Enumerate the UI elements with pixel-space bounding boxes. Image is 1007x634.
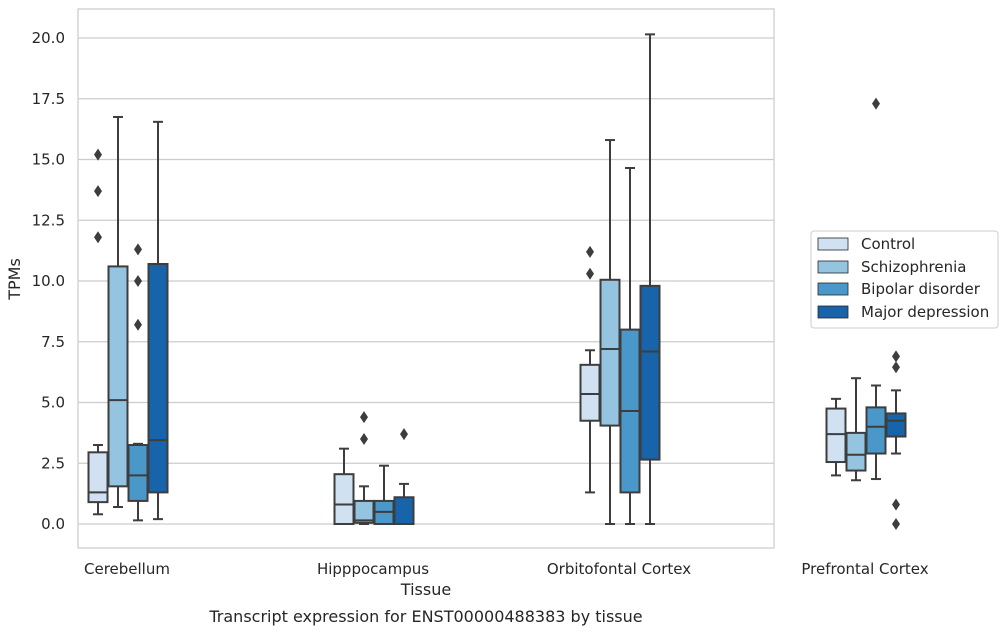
box <box>825 407 847 464</box>
legend-swatch-bipolar-disorder <box>817 282 849 296</box>
outlier-point <box>134 243 142 256</box>
x-tick-label: Hipppocampus <box>317 560 429 578</box>
box-group <box>333 447 355 525</box>
box <box>599 278 621 427</box>
box <box>147 262 169 494</box>
outlier-point <box>134 318 142 331</box>
outlier-point <box>360 432 368 445</box>
plot-area <box>77 8 775 549</box>
outlier-point <box>94 148 102 161</box>
y-tick-label: 17.5 <box>32 90 65 108</box>
x-tick-label: Cerebellum <box>84 560 170 578</box>
y-tick-label: 15.0 <box>32 151 65 169</box>
outlier-point <box>94 231 102 244</box>
box-group <box>639 33 661 525</box>
outlier-point <box>134 275 142 287</box>
legend-label-schizophrenia: Schizophrenia <box>861 258 966 276</box>
x-axis-ticks: Cerebellum Hipppocampus Orbitofontal Corte… <box>84 560 929 578</box>
box <box>885 412 907 438</box>
box-group <box>373 464 395 526</box>
legend: Control Schizophrenia Bipolar disorder M… <box>810 230 999 329</box>
box <box>393 496 415 525</box>
legend-label-major-depression: Major depression <box>861 303 989 321</box>
box-group <box>619 167 641 525</box>
box <box>639 284 661 461</box>
y-axis-title: TPMs <box>5 258 24 301</box>
legend-label-bipolar-disorder: Bipolar disorder <box>861 280 981 298</box>
box-group <box>579 245 601 494</box>
outlier-point <box>360 411 368 424</box>
outlier-point <box>892 518 900 530</box>
box <box>865 406 887 455</box>
outlier-point <box>892 361 900 374</box>
legend-swatch-major-depression <box>817 305 849 319</box>
box-group <box>147 120 169 521</box>
box <box>845 431 867 472</box>
box <box>107 265 129 488</box>
box <box>579 363 601 422</box>
boxes-layer <box>87 33 907 530</box>
legend-label-control: Control <box>861 235 915 253</box>
outlier-point <box>586 245 594 258</box>
y-tick-label: 10.0 <box>32 272 65 290</box>
box-group <box>865 97 887 481</box>
y-axis-ticks: 0.0 2.5 5.0 7.5 10.0 12.5 15.0 17.5 20.0 <box>32 29 65 533</box>
outlier-point <box>892 350 900 363</box>
box <box>87 451 109 504</box>
y-tick-label: 5.0 <box>41 394 65 412</box>
box-group <box>353 411 375 525</box>
y-tick-label: 7.5 <box>41 333 65 351</box>
x-tick-label: Orbitofontal Cortex <box>547 560 691 578</box>
x-axis-title: Tissue <box>400 580 451 599</box>
outlier-point <box>872 97 880 110</box>
x-tick-label: Prefrontal Cortex <box>801 560 928 578</box>
box <box>333 473 355 525</box>
box-group <box>845 377 867 482</box>
legend-swatch-schizophrenia <box>817 260 849 274</box>
y-tick-label: 12.5 <box>32 211 65 229</box>
outlier-point <box>892 498 900 511</box>
box-group <box>87 148 109 516</box>
y-tick-label: 0.0 <box>41 515 65 533</box>
outlier-point <box>586 267 594 280</box>
legend-frame <box>810 230 999 329</box>
outlier-point <box>94 185 102 198</box>
box <box>127 444 149 502</box>
legend-swatch-control <box>817 237 849 251</box>
outlier-point <box>400 428 408 441</box>
y-tick-label: 2.5 <box>41 454 65 472</box>
box-group <box>825 397 847 477</box>
y-tick-label: 20.0 <box>32 29 65 47</box>
grid-lines <box>78 37 774 525</box>
box-group <box>107 115 129 508</box>
box-group <box>885 350 907 530</box>
figure-caption: Transcript expression for ENST0000048838… <box>208 607 642 626</box>
box-group <box>393 428 415 525</box>
